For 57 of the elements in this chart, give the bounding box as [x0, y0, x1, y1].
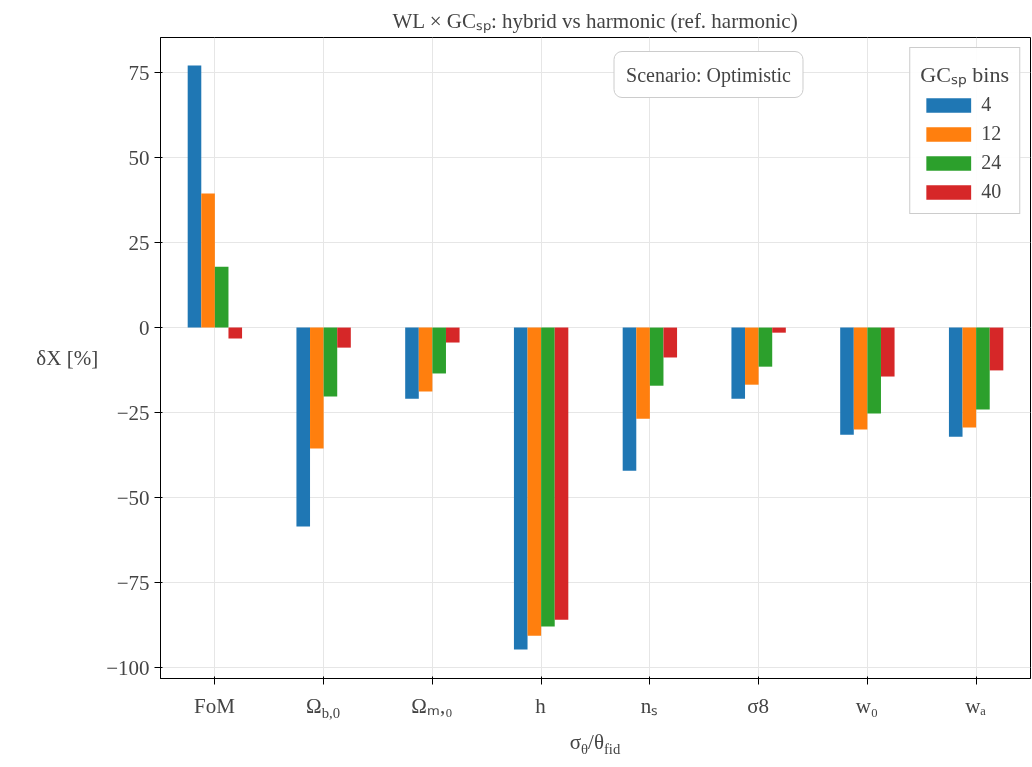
bar: [445, 327, 460, 343]
bar: [323, 327, 338, 397]
bar: [187, 65, 202, 328]
x-tick-label: Ω$_{b,0}$: [306, 693, 341, 724]
bar: [853, 327, 868, 430]
bar: [840, 327, 854, 435]
bar: [527, 327, 542, 636]
bar: [513, 327, 528, 650]
legend-label: 40: [981, 180, 1002, 203]
bar: [554, 327, 569, 620]
bar: [228, 327, 243, 339]
y-tick-label: 50: [128, 145, 150, 170]
x-tick-label: nₛ: [640, 693, 659, 720]
bar: [745, 327, 759, 385]
bar: [976, 327, 990, 410]
y-tick-label: −100: [106, 655, 150, 680]
x-tick-label: σ8: [747, 693, 770, 720]
y-tick-label: 75: [128, 60, 150, 85]
bar: [622, 327, 637, 471]
bar: [880, 327, 895, 377]
y-tick-label: 0: [139, 315, 150, 340]
x-tick-label: FoM: [193, 693, 235, 720]
legend-label: 4: [981, 93, 993, 116]
y-tick-label: 25: [128, 230, 150, 255]
bar: [772, 327, 786, 333]
annotation: Scenario: Optimistic: [626, 63, 792, 87]
bar: [296, 327, 311, 527]
bar: [405, 327, 419, 399]
y-tick-label: −25: [116, 400, 150, 425]
bar: [649, 327, 664, 386]
bar: [337, 327, 351, 348]
bar: [214, 266, 229, 328]
bar: [758, 327, 773, 367]
bar: [201, 193, 215, 328]
bar: [962, 327, 977, 428]
bar: [867, 327, 881, 414]
legend-label: 24: [981, 151, 1002, 174]
bar: [310, 327, 324, 449]
bar: [418, 327, 433, 392]
bar: [731, 327, 746, 399]
bar: [663, 327, 678, 358]
chart-title: WL × GCₛₚ: hybrid vs harmonic (ref. harmonic): [392, 8, 798, 34]
bar: [636, 327, 650, 419]
legend-title: GCₛₚ bins: [920, 61, 1009, 88]
x-axis-title: σ$_{θ}$/θ$_{fid}$: [569, 729, 621, 760]
bar: [989, 327, 1004, 371]
y-axis-title: δX [%]: [36, 346, 99, 370]
bar: [432, 327, 446, 374]
x-tick-label: h: [535, 693, 546, 720]
y-tick-label: −75: [116, 570, 150, 595]
legend-label: 12: [981, 122, 1002, 145]
y-tick-label: −50: [116, 485, 150, 510]
x-tick-label: Ωₘ,₀: [411, 693, 453, 720]
x-tick-label: wₐ: [965, 693, 987, 720]
bar: [541, 327, 555, 627]
x-tick-label: w₀: [855, 693, 879, 720]
bar: [948, 327, 963, 437]
